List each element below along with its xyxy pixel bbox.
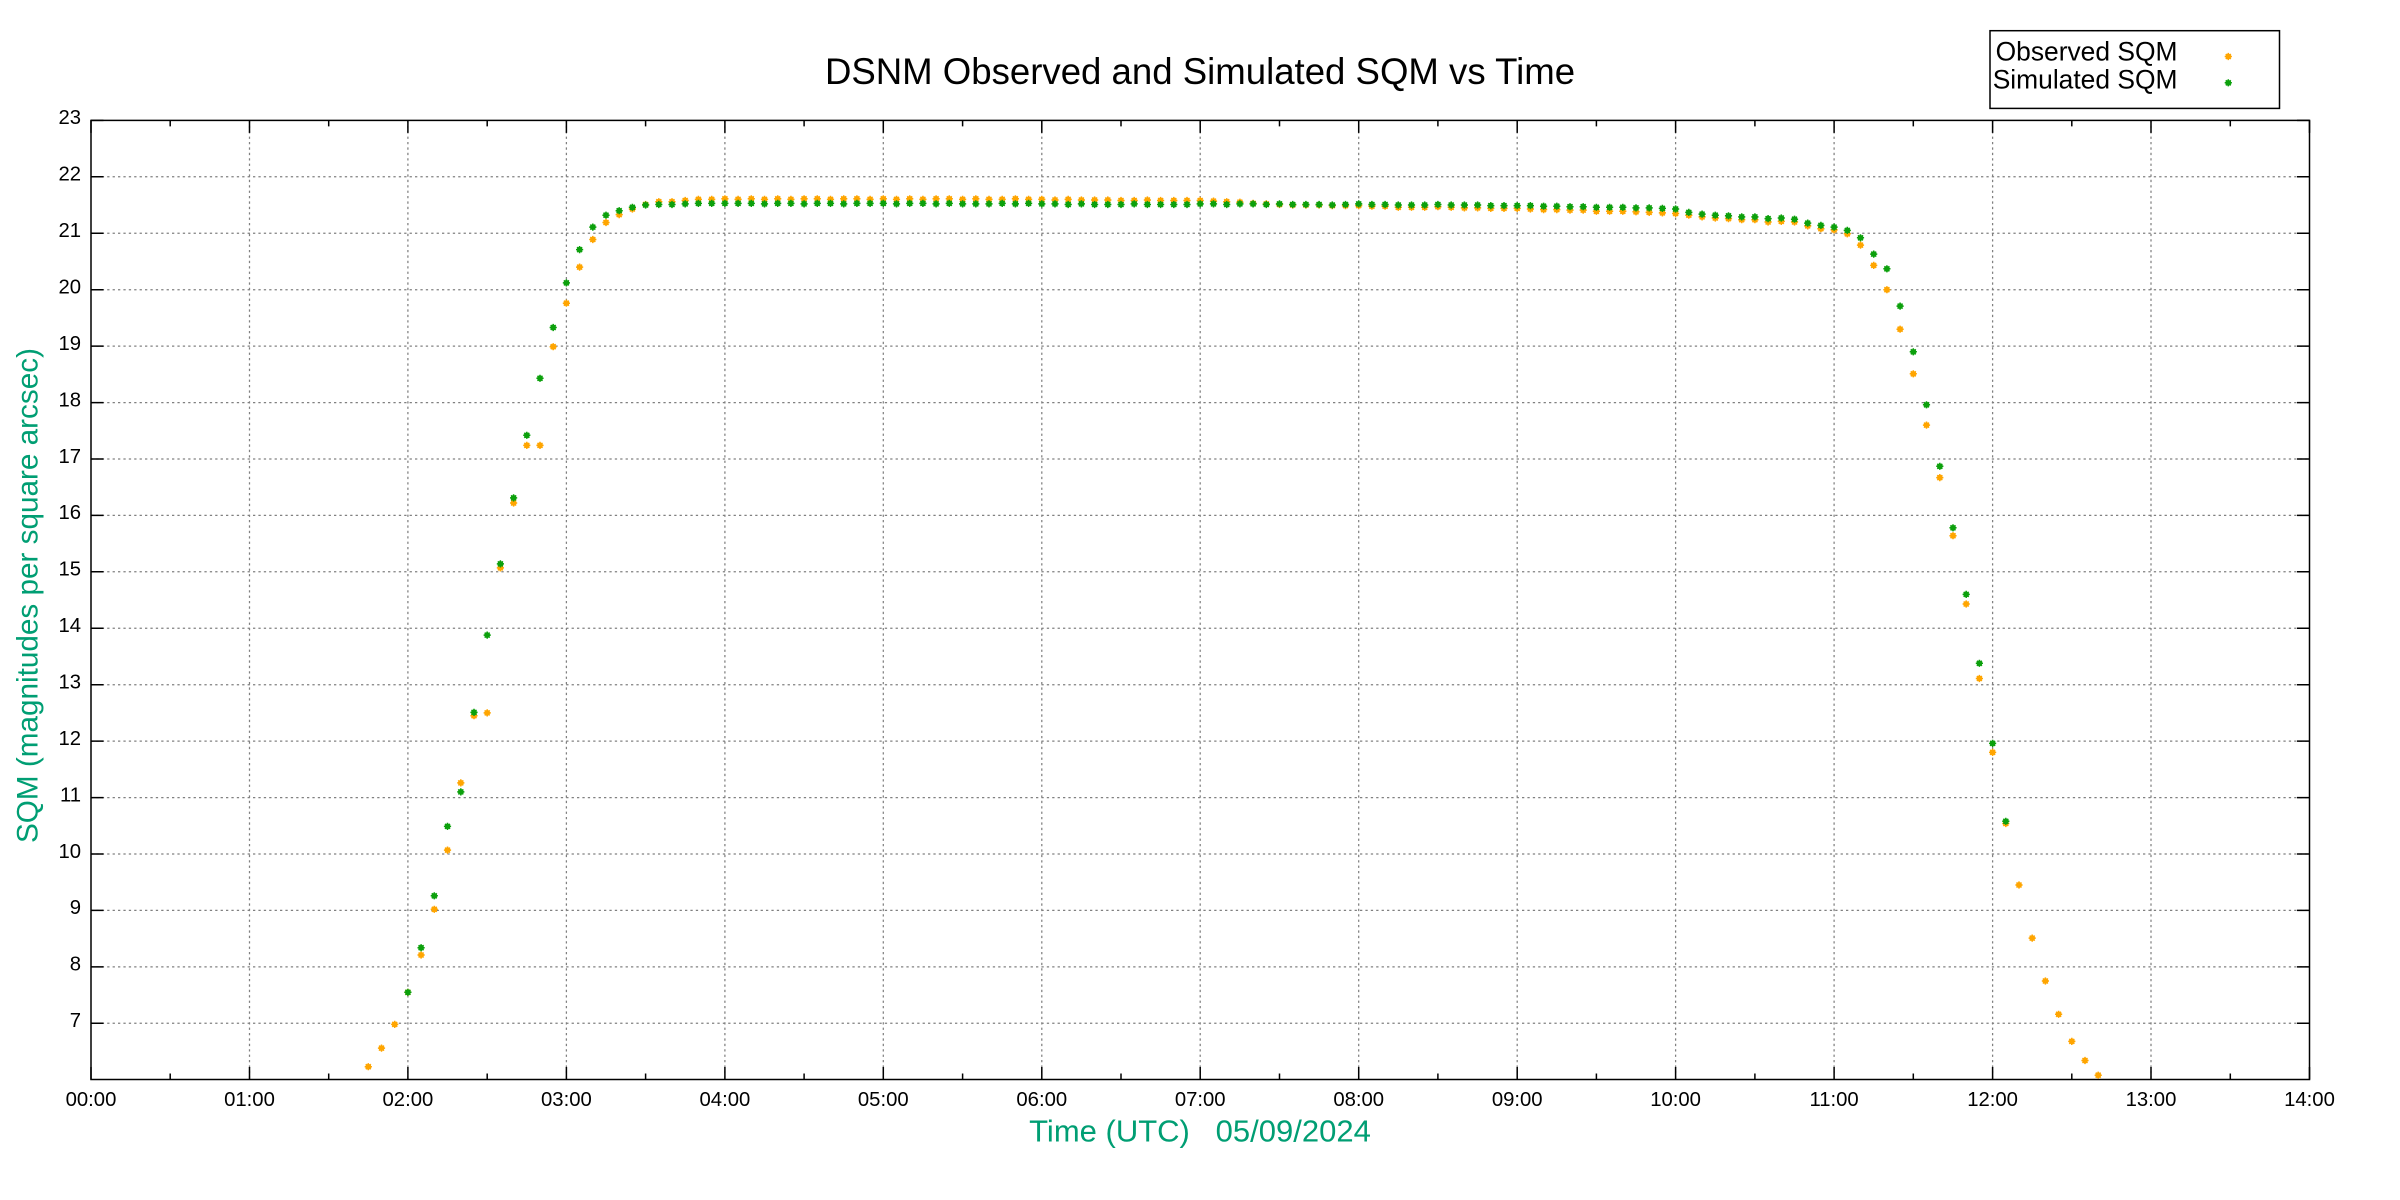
svg-text:01:00: 01:00 xyxy=(224,1089,275,1111)
svg-text:7: 7 xyxy=(70,1010,81,1032)
svg-text:14:00: 14:00 xyxy=(2284,1089,2335,1111)
svg-text:10: 10 xyxy=(58,841,81,863)
svg-text:DSNM Observed and Simulated SQ: DSNM Observed and Simulated SQM vs Time xyxy=(825,51,1575,92)
svg-text:21: 21 xyxy=(58,220,81,242)
svg-text:19: 19 xyxy=(58,333,81,355)
svg-text:Time (UTC) 05/09/2024: Time (UTC) 05/09/2024 xyxy=(1029,1114,1371,1149)
svg-text:03:00: 03:00 xyxy=(541,1089,592,1111)
svg-text:11: 11 xyxy=(60,784,81,806)
svg-text:14: 14 xyxy=(58,615,81,637)
svg-text:09:00: 09:00 xyxy=(1492,1089,1543,1111)
svg-text:22: 22 xyxy=(58,164,81,186)
svg-text:12:00: 12:00 xyxy=(1967,1089,2018,1111)
svg-text:Observed SQM: Observed SQM xyxy=(1996,36,2178,66)
svg-text:Simulated SQM: Simulated SQM xyxy=(1993,64,2178,94)
svg-text:8: 8 xyxy=(70,954,81,976)
svg-text:07:00: 07:00 xyxy=(1175,1089,1226,1111)
svg-text:08:00: 08:00 xyxy=(1333,1089,1384,1111)
svg-text:10:00: 10:00 xyxy=(1650,1089,1701,1111)
svg-text:9: 9 xyxy=(70,897,81,919)
svg-text:12: 12 xyxy=(58,728,81,750)
svg-text:18: 18 xyxy=(58,389,81,411)
svg-text:15: 15 xyxy=(58,559,81,581)
svg-text:05:00: 05:00 xyxy=(858,1089,909,1111)
svg-text:13: 13 xyxy=(58,672,81,694)
svg-text:13:00: 13:00 xyxy=(2126,1089,2177,1111)
svg-text:06:00: 06:00 xyxy=(1016,1089,1067,1111)
svg-text:00:00: 00:00 xyxy=(66,1089,117,1111)
svg-text:20: 20 xyxy=(58,277,81,299)
svg-text:SQM (magnitudes per square arc: SQM (magnitudes per square arcsec) xyxy=(12,348,45,843)
svg-text:11:00: 11:00 xyxy=(1809,1089,1858,1111)
svg-text:23: 23 xyxy=(58,107,81,129)
svg-text:17: 17 xyxy=(58,446,81,468)
svg-text:04:00: 04:00 xyxy=(700,1089,751,1111)
svg-text:16: 16 xyxy=(58,502,81,524)
svg-text:02:00: 02:00 xyxy=(383,1089,434,1111)
